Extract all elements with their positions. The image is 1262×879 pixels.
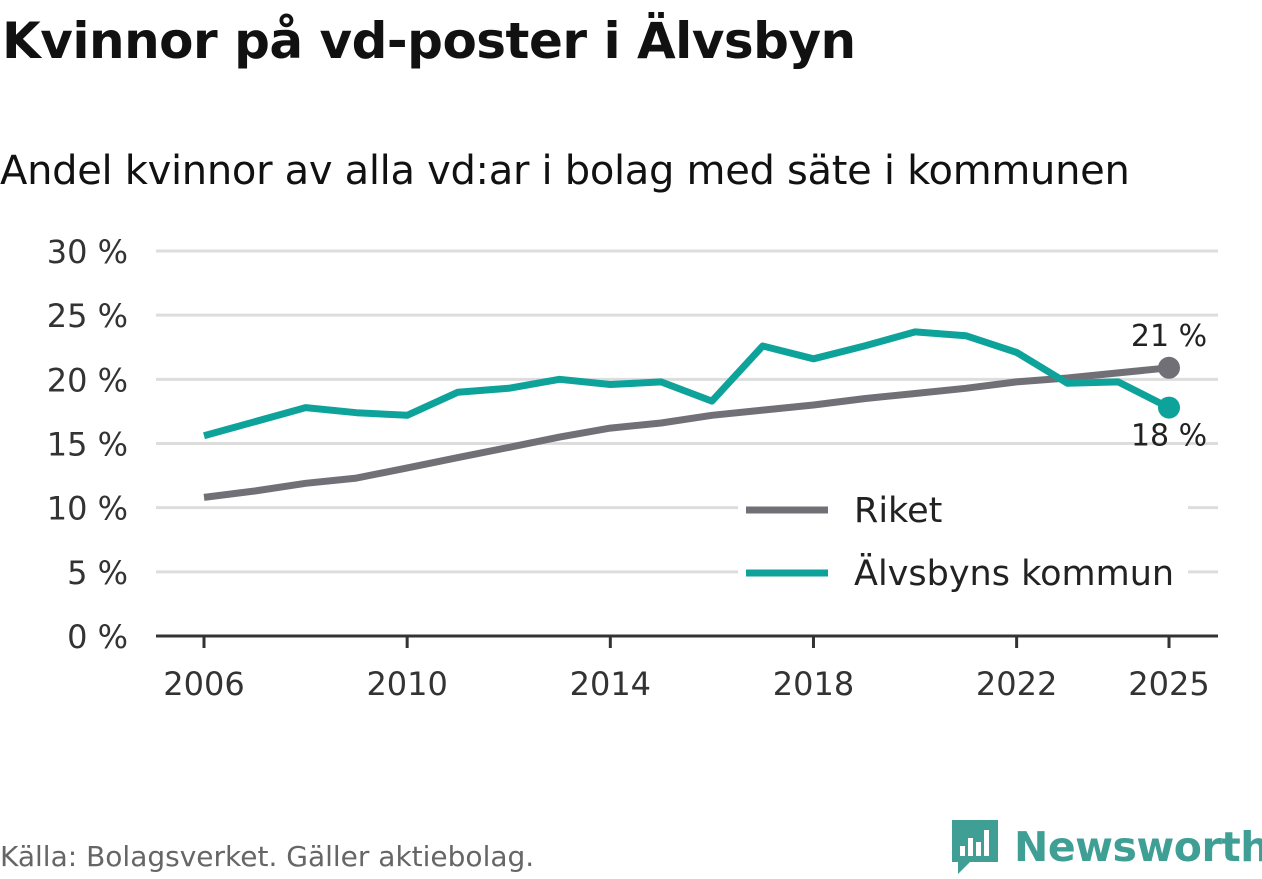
y-tick-label: 15 % <box>47 426 128 464</box>
series-line-kommun <box>203 328 1171 440</box>
x-tick-label: 2014 <box>570 665 651 703</box>
x-tick-label: 2006 <box>163 665 244 703</box>
y-tick-label: 10 % <box>47 490 128 528</box>
chart-subtitle: Andel kvinnor av alla vd:ar i bolag med … <box>0 148 1130 194</box>
end-marker-kommun <box>1158 396 1180 419</box>
y-axis-tick-labels: 0 % 5 % 10 % 15 % 20 % 25 % 30 % <box>47 233 128 656</box>
legend-label-riket: Riket <box>854 491 942 531</box>
source-note: Källa: Bolagsverket. Gäller aktiebolag. <box>0 840 535 873</box>
end-marker-riket <box>1158 356 1180 379</box>
chart-title: Kvinnor på vd-poster i Älvsbyn <box>2 12 856 70</box>
x-tick-label: 2018 <box>773 665 854 703</box>
x-axis <box>156 634 1218 648</box>
legend-label-kommun: Älvsbyns kommun <box>854 552 1174 594</box>
end-label-riket: 21 % <box>1131 319 1207 354</box>
y-tick-label: 30 % <box>47 233 128 271</box>
series-line-riket <box>203 364 1170 501</box>
x-tick-label: 2025 <box>1128 665 1209 703</box>
brand-logo: Newsworthy <box>950 818 1262 876</box>
y-tick-label: 5 % <box>67 554 128 592</box>
y-tick-label: 0 % <box>67 618 128 656</box>
end-label-kommun: 18 % <box>1131 419 1207 454</box>
legend: Riket Älvsbyns kommun <box>738 482 1188 601</box>
end-labels: 21 % 18 % <box>1131 319 1207 454</box>
x-axis-tick-labels: 2006 2010 2014 2018 2022 2025 <box>163 665 1209 703</box>
series-lines <box>203 328 1180 501</box>
y-tick-label: 20 % <box>47 361 128 399</box>
newsworthy-logo-icon <box>952 820 998 874</box>
brand-name: Newsworthy <box>1014 823 1262 871</box>
x-tick-label: 2010 <box>366 665 447 703</box>
x-tick-label: 2022 <box>976 665 1057 703</box>
y-tick-label: 25 % <box>47 297 128 335</box>
